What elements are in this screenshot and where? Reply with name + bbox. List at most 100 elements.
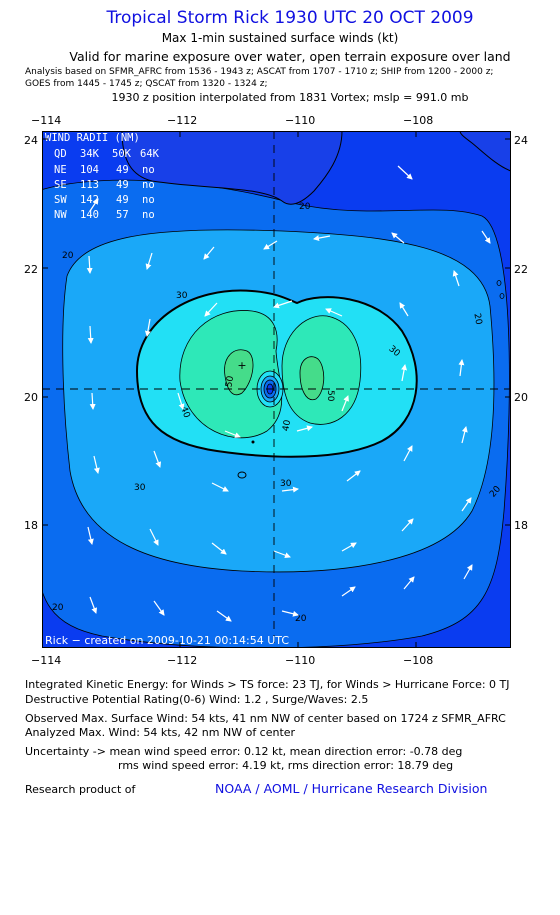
- analysis-sources-line1: Analysis based on SFMR_AFRC from 1536 - …: [25, 67, 494, 77]
- position-note: 1930 z position interpolated from 1831 V…: [111, 91, 469, 104]
- wind-vector: [452, 270, 460, 287]
- y-tick-left-22: 22: [24, 263, 38, 276]
- uncertainty-line-1: Uncertainty -> mean wind speed error: 0.…: [25, 745, 463, 758]
- wind-vector: [216, 610, 232, 622]
- wind-radii-64k: no: [142, 209, 155, 221]
- wind-radii-34k: 104: [80, 164, 99, 176]
- wind-max-east: [299, 356, 325, 401]
- wind-vector: [211, 482, 229, 492]
- wind-vector: [145, 252, 153, 270]
- wind-vector: [481, 230, 491, 244]
- wind-radii-title: WIND RADII (NM): [45, 132, 140, 144]
- uncertainty-line-2: rms wind speed error: 4.19 kt, rms direc…: [118, 759, 454, 772]
- wind-radii-50k: 49: [116, 164, 129, 176]
- land-mainland: [459, 131, 511, 172]
- wind-vector: [89, 198, 99, 212]
- wind-vector: [341, 542, 357, 552]
- x-tick-bottom-3: −110: [285, 654, 316, 667]
- y-tick-left-18: 18: [24, 519, 38, 532]
- wind-radii-quadrant: NW: [54, 209, 67, 221]
- map-subtitle-winds: Max 1-min sustained surface winds (kt): [161, 31, 399, 45]
- wind-radii-table: WIND RADII (NM) QD 34K 50K 64K NE 104 49…: [45, 132, 160, 221]
- island-clarion: [237, 471, 247, 479]
- wind-vector: [296, 425, 313, 432]
- wind-vector: [273, 550, 291, 559]
- y-tick-left-20: 20: [24, 391, 38, 404]
- contour-label: 20: [471, 313, 483, 326]
- wind-radii-50k: 49: [116, 179, 129, 191]
- wind-vector: [263, 240, 278, 250]
- wind-max-west: [224, 349, 254, 396]
- x-tick-top-4: −108: [403, 114, 434, 127]
- wind-vector: [153, 600, 165, 616]
- wind-radii-64k: no: [142, 179, 155, 191]
- map-ticks: [42, 131, 511, 648]
- wind-radii-quadrant: NE: [54, 164, 67, 176]
- x-tick-top-3: −110: [285, 114, 316, 127]
- x-tick-bottom-4: −108: [403, 654, 434, 667]
- destructive-potential-line: Destructive Potential Rating(0-6) Wind: …: [25, 693, 369, 706]
- contour-label: 40: [281, 419, 293, 432]
- island-east-2: [499, 293, 505, 299]
- wind-radii-header-34k: 34K: [80, 148, 100, 160]
- wind-radii-34k: 113: [80, 179, 99, 191]
- wind-radii-header-50k: 50K: [112, 148, 132, 160]
- wind-vector: [463, 564, 473, 580]
- wind-vector: [346, 470, 361, 482]
- wind-vector: [86, 255, 93, 274]
- wind-radii-quadrant: SE: [54, 179, 67, 191]
- wind-radii-50k: 57: [116, 209, 129, 221]
- wind-vector: [93, 455, 100, 474]
- wind-vector: [397, 165, 413, 180]
- research-product-label: Research product of: [25, 783, 136, 796]
- wind-vector: [89, 596, 98, 614]
- wind-vector: [153, 450, 162, 468]
- map-frame: [42, 131, 511, 648]
- wind-vector: [341, 586, 356, 597]
- wind-radii-50k: 49: [116, 194, 129, 206]
- contour-label: 20: [62, 251, 74, 261]
- wind-radii-header-qd: QD: [54, 148, 67, 160]
- y-tick-right-20: 20: [514, 391, 528, 404]
- wind-radii-header-64k: 64K: [140, 148, 160, 160]
- wind-vector: [403, 576, 415, 590]
- contour-label: 30: [280, 479, 292, 489]
- y-tick-right-18: 18: [514, 519, 528, 532]
- wind-vector: [87, 325, 94, 344]
- wind-vector: [458, 359, 465, 377]
- land-baja: [121, 131, 343, 205]
- wind-radii-64k: no: [142, 164, 155, 176]
- x-tick-top-1: −114: [31, 114, 62, 127]
- y-tick-right-22: 22: [514, 263, 528, 276]
- wind-field-map: + 20 20 20 20 20 20 30 30 30 30 40 40 50…: [42, 131, 511, 648]
- wind-vector: [144, 318, 151, 337]
- wind-vector: [87, 526, 94, 545]
- wind-vector: [177, 392, 185, 410]
- wind-vector: [403, 445, 413, 462]
- map-title: Tropical Storm Rick 1930 UTC 20 OCT 2009: [106, 8, 474, 28]
- island-small: [251, 440, 255, 444]
- wind-vector: [399, 302, 409, 317]
- contour-label: 20: [299, 202, 311, 212]
- noaa-hrd-link[interactable]: NOAA / AOML / Hurricane Research Divisio…: [215, 781, 488, 796]
- wind-vector: [204, 302, 218, 317]
- x-tick-bottom-1: −114: [31, 654, 62, 667]
- wind-vector: [203, 246, 215, 260]
- island-east-1: [496, 280, 502, 286]
- map-credit: Rick − created on 2009-10-21 00:14:54 UT…: [45, 634, 289, 647]
- y-tick-right-24: 24: [514, 134, 528, 147]
- wind-vector: [211, 542, 227, 555]
- wind-vector: [401, 518, 414, 532]
- wind-vector: [341, 395, 349, 412]
- map-subtitle-exposure: Valid for marine exposure over water, op…: [69, 49, 511, 64]
- y-tick-left-24: 24: [24, 134, 38, 147]
- contour-label: 20: [52, 603, 64, 613]
- contour-label: 30: [134, 483, 146, 493]
- contour-label: 50: [224, 375, 236, 388]
- max-wind-marker: +: [237, 359, 246, 372]
- wind-vector: [401, 364, 408, 382]
- wind-vector: [281, 610, 299, 617]
- x-tick-top-2: −112: [167, 114, 198, 127]
- ike-line: Integrated Kinetic Energy: for Winds > T…: [25, 678, 510, 691]
- wind-vector: [325, 308, 343, 317]
